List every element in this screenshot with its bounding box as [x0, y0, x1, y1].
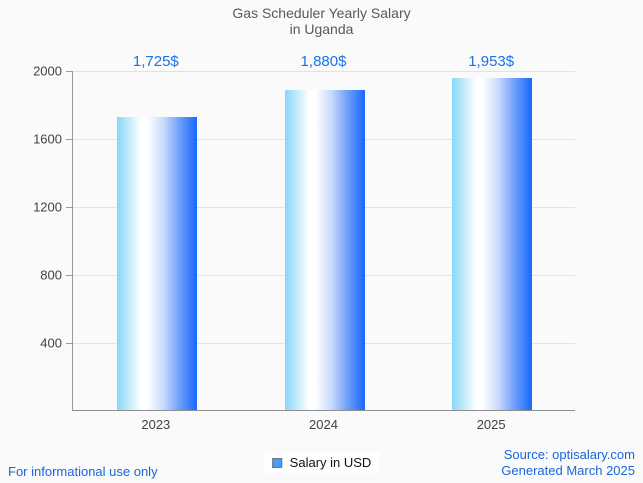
bar-2025: [452, 78, 533, 410]
x-axis-label-2024: 2024: [309, 417, 338, 432]
legend-label: Salary in USD: [289, 455, 372, 470]
chart-title: Gas Scheduler Yearly Salary in Uganda: [0, 5, 643, 37]
y-axis-tick-1200: [66, 207, 72, 208]
chart-title-line1: Gas Scheduler Yearly Salary: [232, 5, 411, 21]
gridline-2000: [73, 71, 575, 72]
generated-date-line: Generated March 2025: [501, 463, 635, 478]
y-axis-label-1200: 1200: [33, 199, 62, 215]
x-axis-label-2025: 2025: [476, 417, 506, 432]
plot-area: [72, 71, 575, 411]
y-axis-label-2000: 2000: [33, 63, 62, 79]
informational-note: For informational use only: [8, 464, 158, 479]
chart-title-line2: in Uganda: [289, 21, 354, 37]
source-line[interactable]: Source: optisalary.com: [503, 447, 635, 462]
bar-2024: [284, 90, 365, 410]
y-axis-label-1600: 1600: [33, 131, 62, 147]
value-label-2024: 1,880$: [300, 53, 347, 70]
legend-marker-square: [271, 457, 282, 468]
y-axis-tick-2000: [66, 71, 72, 72]
y-axis-label-400: 400: [40, 335, 62, 351]
value-label-2025: 1,953$: [468, 53, 515, 70]
legend-item-salary-in-usd[interactable]: Salary in USD: [263, 452, 380, 473]
x-axis-label-2023: 2023: [141, 417, 171, 432]
y-axis-tick-400: [66, 343, 72, 344]
source-attribution[interactable]: Source: optisalary.com Generated March 2…: [501, 447, 635, 479]
y-axis-tick-800: [66, 275, 72, 276]
y-axis-tick-1600: [66, 139, 72, 140]
y-axis-label-800: 800: [40, 267, 62, 283]
value-label-2023: 1,725$: [132, 53, 179, 70]
bar-2023: [116, 116, 197, 410]
